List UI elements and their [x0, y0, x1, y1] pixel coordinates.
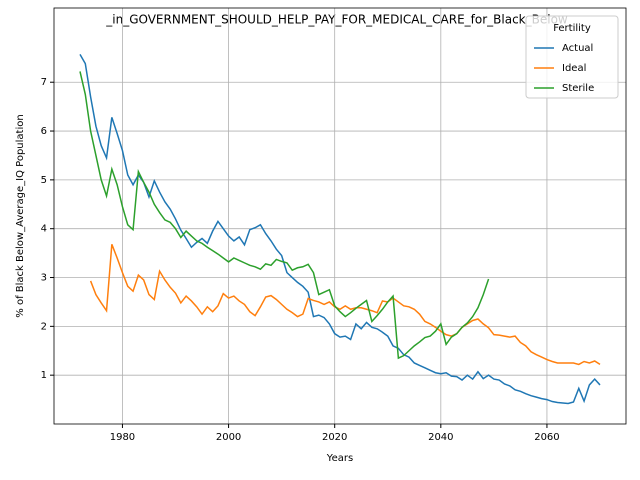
chart-title: _in_GOVERNMENT_SHOULD_HELP_PAY_FOR_MEDIC…	[105, 13, 574, 27]
y-tick-label: 1	[41, 370, 47, 381]
legend-label: Actual	[562, 43, 593, 54]
x-tick-label: 1980	[110, 432, 135, 443]
x-tick-label: 2000	[216, 432, 241, 443]
line-series	[79, 54, 601, 405]
y-tick-label: 7	[41, 77, 47, 88]
y-tick-label: 3	[41, 273, 47, 284]
y-tick-label: 2	[41, 321, 47, 332]
legend-title: Fertility	[553, 23, 591, 34]
line-series	[89, 244, 601, 366]
x-tick-label: 2020	[322, 432, 347, 443]
legend-box	[525, 15, 619, 99]
y-tick-label: 6	[41, 126, 47, 137]
legend: Fertility Actual Ideal Sterile	[525, 15, 619, 99]
y-tick-label: 5	[41, 175, 47, 186]
line-series	[79, 71, 490, 360]
x-axis-label: Years	[326, 453, 353, 464]
legend-label: Ideal	[562, 63, 586, 74]
legend-label: Sterile	[562, 83, 594, 94]
x-tick-label: 2040	[428, 432, 453, 443]
x-tick-label: 2060	[534, 432, 559, 443]
y-axis-label: % of Black Below_Average_IQ Population	[15, 114, 26, 317]
plot-frame	[53, 7, 627, 425]
y-tick-label: 4	[41, 224, 47, 235]
